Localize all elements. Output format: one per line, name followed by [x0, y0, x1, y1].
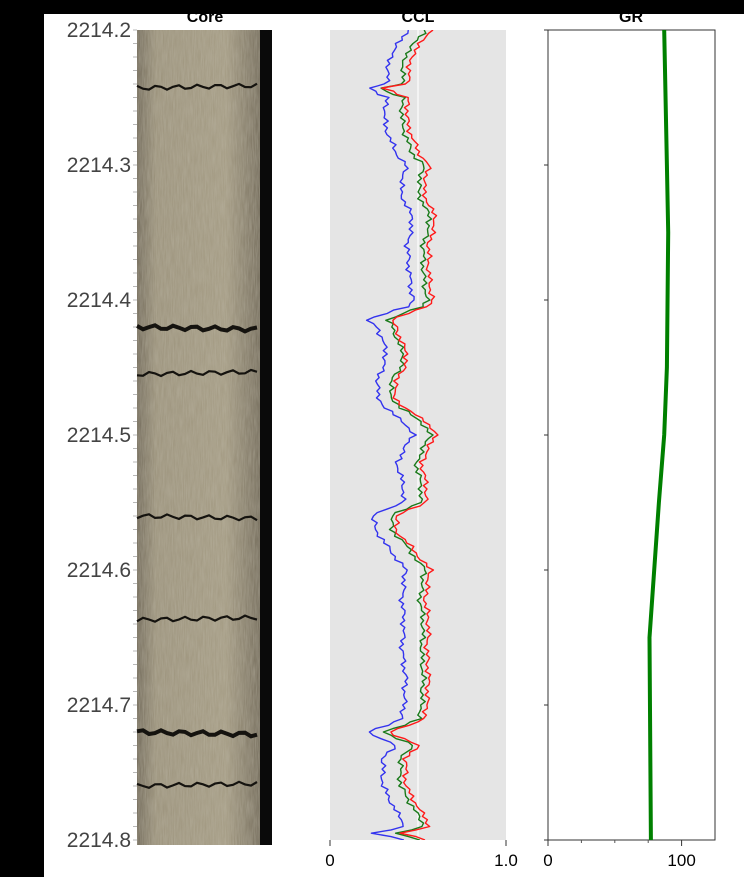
gr-line [647, 30, 671, 840]
depth-axis: 2214.2 2214.3 2214.4 2214.5 2214.6 2214.7 2214… [67, 19, 137, 852]
core-fracture-5 [136, 728, 258, 739]
depth-tick-label-4: 2214.6 [67, 559, 131, 582]
gr-panel: GR 0 100 [543, 9, 716, 870]
gr-x-axis: 0 100 [543, 840, 696, 870]
left-bar [0, 0, 44, 877]
depth-tick-label-2: 2214.4 [67, 289, 132, 312]
core-fracture-6 [136, 780, 258, 789]
core-fracture-0 [136, 82, 258, 91]
ccl-x-axis: 0 1.0 [325, 840, 518, 870]
depth-tick-label-1: 2214.3 [67, 154, 131, 177]
core-fracture-2 [136, 368, 258, 378]
core-fractures [136, 82, 258, 789]
ccl-title: CCL [402, 9, 435, 26]
ccl-x-tick-label-1: 1.0 [494, 851, 518, 870]
depth-tick-label-0: 2214.2 [67, 19, 131, 42]
ccl-series [365, 30, 439, 840]
core-edge-shadow [260, 30, 272, 845]
core-title: Core [187, 9, 224, 26]
core-fracture-3 [136, 513, 258, 522]
ccl-series-red [381, 30, 439, 840]
depth-tick-label-3: 2214.5 [67, 424, 131, 447]
ccl-x-tick-label-0: 0 [325, 851, 334, 870]
ccl-series-green [380, 30, 434, 840]
top-bar [0, 0, 744, 14]
gr-y-ticks [544, 29, 548, 841]
core-fracture-1 [136, 323, 258, 334]
gr-title: GR [619, 9, 643, 26]
gr-frame [547, 29, 716, 841]
core-fracture-4 [136, 614, 258, 623]
gr-series [647, 30, 671, 840]
core-panel: Core 2214.22214.32214.42214.52214.62214.… [67, 9, 272, 852]
depth-tick-label-6: 2214.8 [67, 829, 131, 852]
ccl-panel: CCL 0 1.0 [325, 9, 518, 870]
gr-x-tick-label-1: 100 [667, 851, 695, 870]
gr-x-tick-label-0: 0 [543, 851, 552, 870]
depth-tick-label-5: 2214.7 [67, 694, 131, 717]
core-texture [137, 30, 264, 845]
ccl-series-blue [365, 30, 417, 840]
